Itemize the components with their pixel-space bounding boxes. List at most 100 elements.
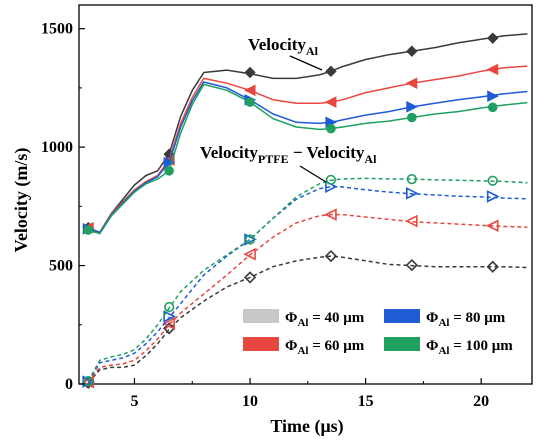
data-point-4-3 [324,249,338,263]
data-point-2-5 [487,90,499,103]
data-point-3-3 [326,123,336,134]
annotation-diff-part2: Velocity [306,143,364,162]
series-velocity-al-3 [83,83,528,235]
x-tick-label-5: 5 [130,393,138,410]
annotation-diff-sub2: Al [364,152,377,166]
data-point-4-1 [163,322,176,335]
data-point-1-4 [405,77,418,89]
series-line-1 [87,65,528,234]
legend-entry-0: ΦAl = 40 μm [243,309,365,329]
legend-value: = 80 μm [449,310,505,326]
x-axis-title: Time (μs) [270,416,343,437]
data-point-4-2 [243,271,257,284]
data-point-6-4 [406,187,419,200]
data-point-1-2 [243,84,256,97]
annotation-velocity-difference: VelocityPTFE − VelocityAl [200,143,377,166]
data-point-2-1 [163,156,176,169]
axes: 5 10 15 20 0 500 1000 1500 [41,21,489,410]
data-point-5-3 [324,208,337,221]
data-point-3-5 [487,102,498,113]
data-point-7-0 [83,376,94,387]
legend-entry-1: ΦAl = 80 μm [384,309,506,329]
legend-swatch-3 [384,337,420,351]
data-point-7-4 [406,174,417,185]
data-point-4-5 [486,260,499,273]
annotation-diff-minus: − [289,143,307,162]
annotation-diff-part1: Velocity [200,143,258,162]
data-point-1-5 [486,63,499,76]
series-line-7 [87,177,528,382]
data-point-3-1 [164,166,174,176]
legend-subscript: Al [438,317,449,329]
y-tick-label-1500: 1500 [41,21,73,38]
series-line-4 [87,255,528,384]
y-tick-label-0: 0 [65,376,73,393]
legend-swatch-1 [384,309,420,323]
data-point-3-4 [407,112,417,123]
legend-subscript: Al [297,317,308,329]
series-velocity-al-1 [82,63,528,234]
data-point-2-4 [406,101,418,113]
x-tick-label-10: 10 [242,393,258,410]
plot-frame [78,4,533,385]
series-line-5 [87,213,528,383]
legend-swatch-2 [243,337,279,351]
annotation-velocity-al: VelocityAl [248,35,319,58]
legend-subscript: Al [297,345,308,357]
data-point-3-0 [83,225,94,235]
series-velocity-al-0 [82,32,528,234]
annotation-velocity-difference-leader [299,165,327,183]
annotation-velocity-al-leader [289,55,323,71]
legend-symbol: Φ [426,338,438,354]
annotation-diff-sub1: PTFE [258,152,289,166]
data-point-1-3 [324,96,337,108]
data-point-7-2 [244,234,256,245]
series-layer [81,32,528,389]
data-point-6-1 [163,310,176,323]
legend-label-0: ΦAl = 40 μm [285,310,365,329]
data-point-7-1 [164,301,175,313]
data-point-0-3 [325,65,337,78]
legend-value: = 60 μm [308,338,364,354]
series-velocity-diff-5 [81,208,528,389]
data-point-4-4 [405,258,418,272]
legend-subscript: Al [438,345,449,357]
x-tick-label-20: 20 [473,393,489,410]
plot-area [78,4,533,385]
x-tick-label-15: 15 [358,393,374,410]
legend-value: = 100 μm [449,338,513,354]
series-line-3 [87,83,528,235]
data-point-5-2 [243,247,256,261]
legend-entry-2: ΦAl = 60 μm [243,337,365,357]
data-point-0-5 [487,32,499,44]
legend-symbol: Φ [426,310,438,326]
y-tick-label-500: 500 [49,258,73,275]
legend-symbol: Φ [285,338,297,354]
y-tick-label-1000: 1000 [41,139,73,156]
series-velocity-diff-7 [83,174,528,387]
data-point-0-4 [406,45,418,57]
legend-label-1: ΦAl = 80 μm [426,310,506,329]
data-point-5-4 [405,214,418,228]
data-point-0-2 [244,66,256,79]
legend-value: = 40 μm [308,310,364,326]
legend-entry-3: ΦAl = 100 μm [384,337,513,357]
data-point-5-5 [485,219,499,233]
data-point-6-5 [486,190,500,203]
data-point-7-3 [325,174,337,185]
legend-label-2: ΦAl = 60 μm [285,338,365,357]
annotation-velocity-al-main: Velocity [248,35,306,54]
series-velocity-diff-4 [82,249,528,389]
series-line-2 [87,81,528,234]
data-point-7-5 [487,175,498,186]
legend-label-3: ΦAl = 100 μm [426,338,513,357]
data-point-5-1 [162,317,175,330]
annotation-velocity-al-sub: Al [306,44,319,58]
y-axis-title: Velocity (m/s) [11,148,32,253]
legend-swatch-0 [243,309,279,323]
legend-symbol: Φ [285,310,297,326]
data-point-3-2 [245,97,255,107]
series-line-0 [87,33,528,234]
